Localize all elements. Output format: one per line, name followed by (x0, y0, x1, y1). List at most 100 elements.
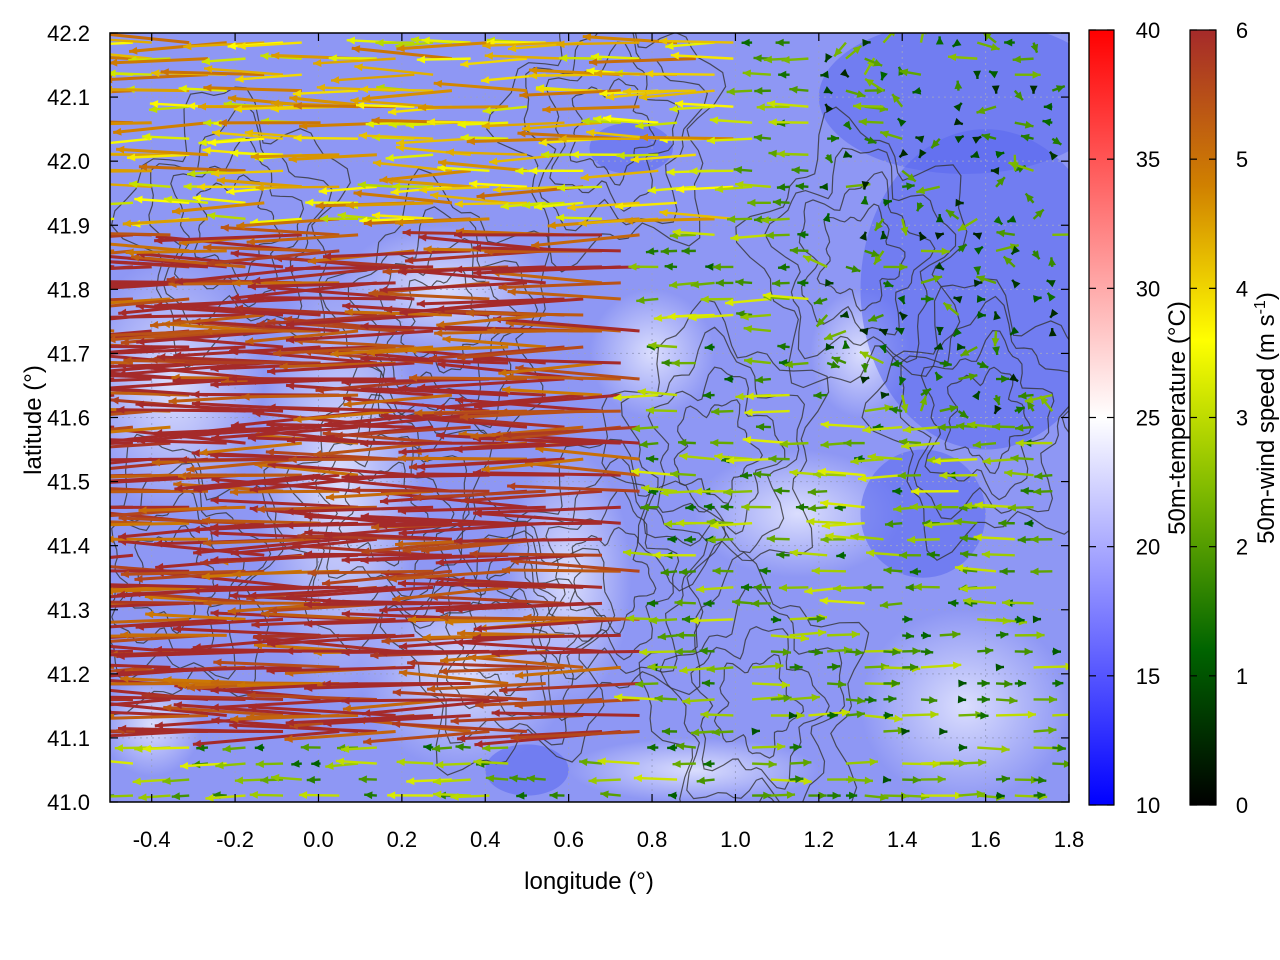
wind-vector (808, 791, 827, 800)
wind-vector (791, 166, 809, 175)
wind-vector (947, 599, 959, 608)
wind-vector (939, 471, 978, 480)
wind-vector (454, 200, 527, 208)
wind-vector (957, 695, 967, 704)
wind-vector (248, 585, 396, 600)
wind-vector (919, 395, 928, 412)
wind-vector (172, 625, 321, 637)
wind-vector (742, 436, 790, 445)
wind-vector (110, 617, 227, 629)
wind-vector (433, 79, 528, 93)
wind-vector (1033, 662, 1069, 671)
y-axis-title: latitude (°) (20, 365, 47, 475)
y-tick-label: 41.5 (47, 470, 90, 495)
wind-vector (322, 597, 471, 606)
wind-vector (901, 169, 917, 183)
wind-vector (777, 263, 790, 272)
wind-vector (679, 452, 715, 461)
wind-vector (529, 166, 584, 175)
wind-vector (328, 54, 377, 63)
temperature-colorbar-ticks: 10 15 20 25 30 35 40 (1089, 18, 1160, 818)
wind-vector (241, 392, 359, 401)
wind-vector (902, 663, 919, 672)
wind-vector (859, 327, 869, 336)
wind-vector (313, 57, 396, 67)
wind-vector (674, 99, 734, 108)
wind-vector (915, 135, 925, 144)
wind-vector (110, 260, 209, 269)
wind-vector (1012, 55, 1034, 64)
wind-vector (918, 148, 927, 159)
wind-vector (387, 791, 434, 800)
colorbar-tick-label: 2 (1236, 535, 1248, 560)
wind-vector (450, 792, 490, 801)
colorbar-tick-label: 0 (1236, 793, 1248, 818)
wind-vector (110, 600, 209, 605)
wind-vector (845, 89, 866, 98)
x-tick-label: 1.0 (720, 827, 751, 852)
wind-vector (110, 617, 190, 624)
wind-vector (820, 420, 865, 429)
y-tick-label: 42.0 (47, 149, 90, 174)
temperature-warm-zone (339, 225, 548, 354)
wind-vector (951, 38, 962, 48)
wind-vector (531, 233, 640, 249)
wind-vector (976, 105, 997, 115)
wind-vector (285, 505, 434, 516)
wind-vector (128, 41, 227, 55)
wind-vector (362, 89, 453, 103)
wind-vector (396, 41, 490, 53)
wind-vector (293, 409, 396, 424)
wind-vector (521, 201, 565, 210)
wind-vector (358, 775, 377, 784)
wind-vector (995, 696, 1018, 705)
wind-vector (901, 441, 940, 450)
wind-vector (436, 393, 584, 411)
wind-vector (160, 68, 265, 77)
wind-vector (249, 790, 284, 799)
wind-vector (145, 610, 246, 621)
wind-vector (902, 182, 915, 191)
wind-vector (344, 308, 452, 317)
wind-vector (883, 566, 903, 575)
temperature-warm-zone (860, 609, 1069, 802)
wind-vector (110, 56, 133, 61)
wind-vector (843, 439, 865, 448)
wind-vector (631, 424, 659, 433)
wind-vector (701, 679, 715, 688)
wind-vector (770, 634, 810, 642)
wind-vector (307, 568, 434, 577)
wind-vector (845, 758, 878, 766)
wind-vector (173, 425, 321, 440)
wind-vector (432, 777, 471, 786)
wind-vector (639, 133, 734, 142)
wind-vector (321, 569, 453, 587)
wind-vector (896, 117, 907, 127)
wind-vector (962, 597, 997, 605)
wind-vector (110, 242, 190, 253)
wind-vector (469, 549, 603, 558)
wind-vector (808, 648, 823, 656)
wind-vector (406, 777, 452, 786)
wind-vector (484, 52, 565, 60)
wind-vector (902, 425, 940, 434)
wind-vector (898, 376, 907, 386)
wind-vector (819, 596, 865, 605)
wind-vector (825, 343, 835, 351)
wind-vector (1052, 233, 1069, 237)
wind-vector (811, 566, 846, 575)
wind-vector (163, 195, 209, 205)
wind-vector (234, 776, 265, 785)
colorbar-tick-label: 15 (1136, 664, 1160, 689)
wind-vector (836, 551, 847, 560)
wind-vector (481, 121, 565, 130)
x-tick-label: 1.8 (1054, 827, 1085, 852)
wind-vector (1014, 679, 1027, 688)
wind-vector (110, 360, 133, 365)
wind-vector (710, 438, 734, 447)
wind-vector (110, 409, 152, 417)
wind-vector (110, 521, 190, 527)
wind-vector (1033, 695, 1058, 704)
wind-vector (958, 679, 967, 688)
wind-vector (995, 791, 1005, 800)
